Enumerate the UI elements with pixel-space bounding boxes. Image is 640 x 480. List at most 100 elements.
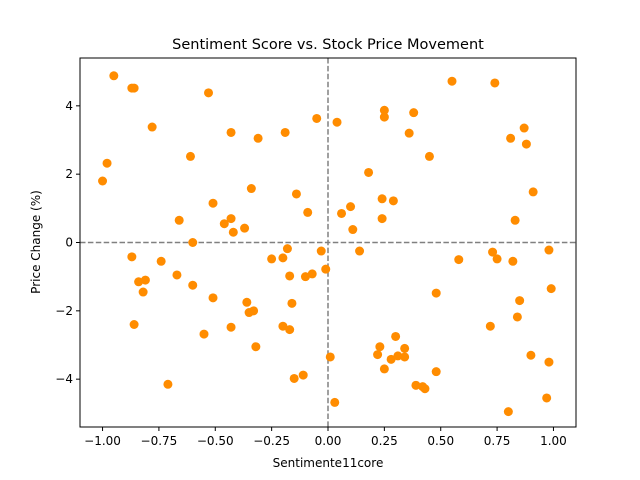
data-point [282, 244, 292, 254]
data-point [355, 246, 365, 256]
data-point [285, 325, 295, 335]
data-point [546, 284, 556, 294]
data-point [521, 139, 531, 149]
data-point [332, 117, 342, 127]
data-point [348, 225, 358, 235]
data-point [226, 214, 236, 224]
x-tick-label: 1.00 [540, 434, 567, 448]
data-point [379, 112, 389, 122]
data-point [364, 167, 374, 177]
data-point [172, 270, 182, 280]
data-point [404, 128, 414, 138]
data-point [411, 380, 421, 390]
data-point [129, 83, 139, 93]
data-point [134, 277, 144, 287]
data-point [424, 151, 434, 161]
data-point [431, 367, 441, 377]
chart-title: Sentiment Score vs. Stock Price Movement [172, 37, 484, 53]
data-point [109, 71, 119, 81]
x-tick-label: 0.25 [371, 434, 398, 448]
reference-lines [80, 58, 576, 427]
data-point [267, 254, 277, 264]
data-point [174, 215, 184, 225]
y-tick-label: 4 [65, 99, 73, 113]
data-point [185, 151, 195, 161]
y-axis-label: Price Change (%) [29, 190, 43, 294]
data-point [485, 321, 495, 331]
x-tick-label: 0.75 [484, 434, 511, 448]
data-point [226, 322, 236, 332]
data-point [346, 202, 356, 212]
x-tick-label: −0.25 [253, 434, 290, 448]
data-point [291, 189, 301, 199]
y-tick-label: −2 [55, 304, 73, 318]
data-point [526, 350, 536, 360]
y-tick-label: −4 [55, 372, 73, 386]
data-point [300, 272, 310, 282]
data-point [249, 306, 259, 316]
data-point [447, 76, 457, 86]
data-point [503, 407, 513, 417]
data-point [156, 256, 166, 266]
data-point [325, 352, 335, 362]
data-point [242, 297, 252, 307]
x-tick-label: 0.50 [427, 434, 454, 448]
data-point [400, 343, 410, 353]
data-point [208, 293, 218, 303]
data-point [303, 207, 313, 217]
data-point [510, 215, 520, 225]
data-point [373, 350, 383, 360]
data-point [386, 354, 396, 364]
data-point [228, 227, 238, 237]
data-point [129, 320, 139, 329]
y-tick-label: 2 [65, 167, 73, 181]
x-tick-label: −1.00 [84, 434, 121, 448]
data-point [138, 287, 148, 297]
data-point [188, 280, 198, 290]
data-point [431, 288, 441, 298]
data-point [337, 208, 347, 218]
data-points [98, 71, 556, 417]
data-point [512, 312, 522, 322]
data-point [140, 275, 150, 285]
data-point [528, 187, 538, 197]
data-point [377, 194, 387, 204]
data-point [388, 196, 398, 206]
data-point [147, 122, 157, 132]
data-point [542, 393, 552, 403]
data-point [409, 108, 419, 118]
data-point [515, 296, 525, 306]
data-point [420, 384, 430, 394]
data-point [454, 255, 464, 265]
data-point [391, 331, 401, 341]
data-point [226, 127, 236, 137]
data-point [298, 370, 308, 380]
data-point [287, 298, 297, 308]
data-point [278, 253, 288, 263]
data-point [488, 247, 498, 257]
data-point [316, 246, 326, 256]
data-point [98, 176, 108, 186]
y-axis-ticks: −4 −2 0 2 4 [55, 99, 80, 386]
x-tick-label: −0.75 [141, 434, 178, 448]
data-point [312, 113, 322, 123]
data-point [307, 269, 317, 279]
data-point [251, 342, 261, 352]
data-point [544, 357, 554, 367]
data-point [289, 373, 299, 383]
data-point [490, 78, 500, 88]
data-point [379, 105, 389, 115]
data-point [208, 198, 218, 208]
data-point [400, 352, 410, 362]
data-point [330, 397, 340, 407]
data-point [204, 88, 214, 98]
data-point [492, 254, 502, 264]
data-point [377, 214, 387, 224]
data-point [199, 329, 209, 339]
data-point [285, 271, 295, 281]
x-tick-label: −0.50 [197, 434, 234, 448]
data-point [188, 238, 198, 247]
data-point [375, 342, 385, 352]
y-tick-label: 0 [65, 236, 73, 250]
